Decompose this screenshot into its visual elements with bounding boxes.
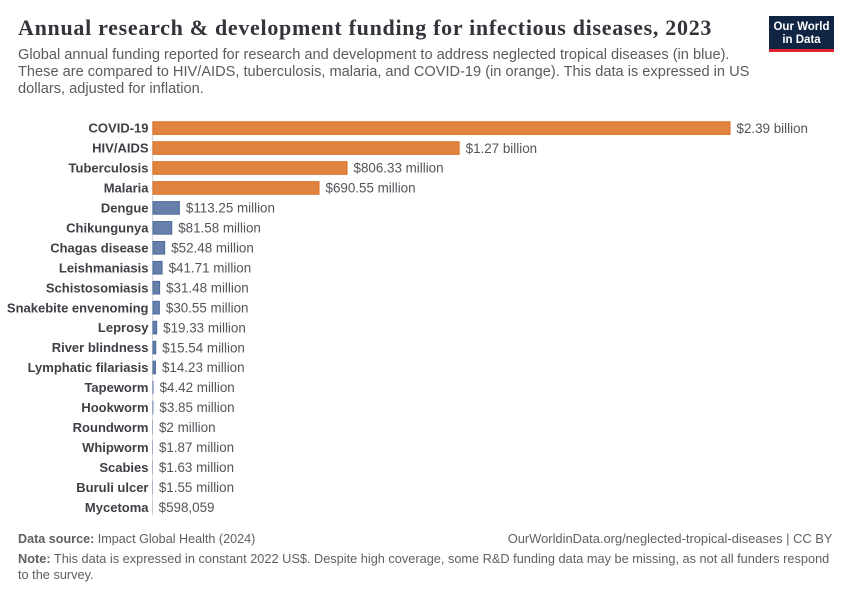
svg-text:Schistosomiasis: Schistosomiasis [46, 280, 149, 295]
svg-text:$806.33 million: $806.33 million [354, 161, 444, 176]
svg-text:$52.48 million: $52.48 million [171, 241, 254, 256]
svg-text:COVID-19: COVID-19 [89, 121, 149, 136]
svg-text:$690.55 million: $690.55 million [326, 181, 416, 196]
svg-text:$2 million: $2 million [159, 420, 216, 435]
svg-text:Lymphatic filariasis: Lymphatic filariasis [28, 360, 149, 375]
svg-text:Dengue: Dengue [101, 201, 149, 216]
svg-text:$1.27 billion: $1.27 billion [466, 141, 537, 156]
svg-text:Mycetoma: Mycetoma [85, 500, 149, 515]
svg-text:Tuberculosis: Tuberculosis [69, 161, 149, 176]
svg-text:$15.54 million: $15.54 million [162, 340, 245, 355]
svg-text:Scabies: Scabies [99, 460, 148, 475]
svg-text:$19.33 million: $19.33 million [163, 320, 246, 335]
svg-text:$4.42 million: $4.42 million [160, 380, 235, 395]
svg-text:Leprosy: Leprosy [98, 320, 149, 335]
svg-text:Leishmaniasis: Leishmaniasis [59, 260, 149, 275]
svg-text:Roundworm: Roundworm [73, 420, 149, 435]
svg-text:Chagas disease: Chagas disease [50, 240, 148, 255]
svg-text:HIV/AIDS: HIV/AIDS [92, 141, 149, 156]
svg-text:$113.25 million: $113.25 million [186, 201, 275, 216]
svg-text:$14.23 million: $14.23 million [162, 360, 245, 375]
svg-text:Hookworm: Hookworm [81, 400, 148, 415]
svg-text:$1.63 million: $1.63 million [159, 460, 234, 475]
svg-text:Snakebite envenoming: Snakebite envenoming [7, 300, 149, 315]
svg-text:$30.55 million: $30.55 million [166, 300, 249, 315]
svg-text:$3.85 million: $3.85 million [159, 400, 234, 415]
svg-text:Whipworm: Whipworm [82, 440, 148, 455]
svg-text:Chikungunya: Chikungunya [66, 220, 149, 235]
svg-text:$2.39 billion: $2.39 billion [737, 121, 808, 136]
svg-text:$41.71 million: $41.71 million [169, 260, 252, 275]
svg-text:$31.48 million: $31.48 million [166, 280, 249, 295]
svg-text:Tapeworm: Tapeworm [84, 380, 148, 395]
svg-text:$1.87 million: $1.87 million [159, 440, 234, 455]
svg-text:$81.58 million: $81.58 million [178, 221, 261, 236]
svg-text:$598,059: $598,059 [159, 500, 215, 515]
svg-text:Malaria: Malaria [104, 181, 150, 196]
svg-text:Buruli ulcer: Buruli ulcer [76, 480, 148, 495]
svg-text:River blindness: River blindness [52, 340, 149, 355]
svg-text:$1.55 million: $1.55 million [159, 480, 234, 495]
